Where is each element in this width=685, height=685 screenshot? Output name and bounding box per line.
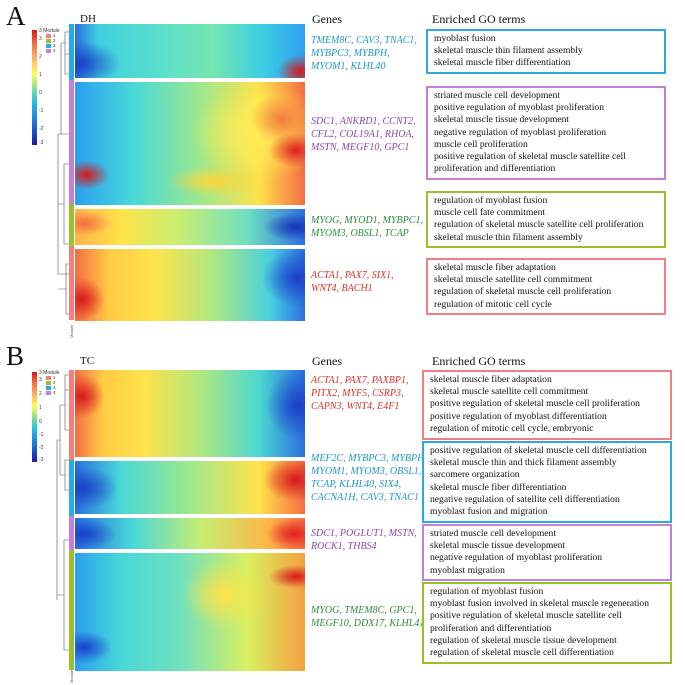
module-label-2: 2 bbox=[53, 38, 56, 43]
panel-a-module-bar-3 bbox=[69, 204, 74, 246]
panel-b-genes-module-2: MEF2C, MYBPC3, MYBPH, MYOM1, MYOM3, OBSL1… bbox=[311, 453, 427, 503]
panel-a-separator-2 bbox=[75, 205, 305, 209]
panel-b-heatmap-module-3 bbox=[75, 518, 305, 550]
module-swatch-1 bbox=[46, 34, 51, 38]
panel-b-go-box-module-3: striated muscle cell development skeletal… bbox=[422, 524, 672, 581]
module-label-1: 1 bbox=[53, 33, 56, 38]
panel-b-separator-1 bbox=[75, 457, 305, 461]
tick-2: 2 bbox=[39, 54, 42, 60]
tick-m3: -3 bbox=[39, 140, 44, 146]
panel-b-module-bar-2 bbox=[69, 460, 74, 516]
panel-a-genes-module-3: MYOG, MYOD1, MYBPC1, MYOM3, OBSL1, TCAP bbox=[311, 215, 423, 239]
tick-m1: -1 bbox=[39, 432, 44, 438]
panel-b-genes-header: Genes bbox=[312, 354, 342, 368]
panel-b-go-box-module-4: regulation of myoblast fusion myoblast fu… bbox=[422, 582, 672, 664]
panel-a-heatmap-module-1 bbox=[75, 24, 305, 80]
module-label-4: 4 bbox=[53, 48, 56, 53]
panel-b-heatmap-module-4 bbox=[75, 553, 305, 671]
panel-b-genes-module-1: ACTA1, PAX7, PAXBP1, PITX2, MYF5, CSRP3, C… bbox=[311, 375, 409, 412]
tick-0: 0 bbox=[39, 90, 42, 96]
tick-m2: -2 bbox=[39, 445, 44, 451]
tick-1: 1 bbox=[39, 72, 42, 78]
panel-a-separator-1 bbox=[75, 78, 305, 82]
tick-m3: -3 bbox=[39, 457, 44, 463]
panel-b-module-bar-4 bbox=[69, 550, 74, 670]
panel-a-heatmap-module-3 bbox=[75, 209, 305, 245]
legend-title: 3 Module bbox=[39, 28, 60, 34]
panel-a-colorbar bbox=[32, 30, 37, 145]
panel-b-side-label: Module bbox=[69, 669, 74, 683]
panel-a-genes-module-4: ACTA1, PAX7, SIX1, WNT4, BACH1 bbox=[311, 270, 394, 294]
module-label-3: 3 bbox=[53, 43, 56, 48]
tick-3: 3 bbox=[39, 36, 42, 42]
module-swatch-2 bbox=[46, 39, 51, 43]
module-swatch-3 bbox=[46, 386, 51, 390]
panel-a-heatmap-module-4 bbox=[75, 249, 305, 321]
panel-a-go-box-module-3: regulation of myoblast fusion muscle cell… bbox=[426, 191, 666, 248]
panel-b-separator-2 bbox=[75, 514, 305, 518]
module-label-3: 3 bbox=[53, 385, 56, 390]
panel-b-go-box-module-2: positive regulation of skeletal muscle c… bbox=[422, 441, 672, 523]
tick-0: 0 bbox=[39, 419, 42, 425]
panel-a-genes-module-1: TMEM8C, CAV3, TNAC1, MYBPC3, MYBPH, MYOM1,… bbox=[311, 35, 417, 72]
panel-b-module-bar-3 bbox=[69, 516, 74, 550]
panel-b-color-legend: 3 Module 3 2 1 0 -1 -2 -3 1 2 3 4 bbox=[30, 370, 70, 465]
panel-a-genes-module-2: SDC1, ANKRD1, CCNT2, CFL2, COL19A1, RHOA,… bbox=[311, 116, 416, 153]
panel-a-go-header: Enriched GO terms bbox=[432, 12, 526, 26]
panel-b-separator-3 bbox=[75, 549, 305, 553]
panel-a-separator-3 bbox=[75, 245, 305, 249]
panel-b-genes-module-3: SDC1, POGLUT1, MSTN, ROCK1, THBS4 bbox=[311, 528, 417, 552]
panel-b-heatmap-module-2 bbox=[75, 461, 305, 515]
panel-a-genes-header: Genes bbox=[312, 12, 342, 26]
tick-3: 3 bbox=[39, 377, 42, 383]
tick-m2: -2 bbox=[39, 126, 44, 132]
panel-a-side-label: Module bbox=[69, 324, 74, 338]
module-label-1: 1 bbox=[53, 375, 56, 380]
legend-title: 3 Module bbox=[39, 370, 60, 376]
module-label-4: 4 bbox=[53, 390, 56, 395]
panel-b-colorbar bbox=[32, 372, 37, 462]
module-swatch-3 bbox=[46, 44, 51, 48]
tick-m1: -1 bbox=[39, 108, 44, 114]
panel-b-module-bar-1 bbox=[69, 370, 74, 460]
tick-1: 1 bbox=[39, 405, 42, 411]
panel-a-module-bar-2 bbox=[69, 80, 74, 204]
module-swatch-4 bbox=[46, 391, 51, 395]
panel-a-go-box-module-1: myoblast fusion skeletal muscle thin fila… bbox=[426, 29, 666, 74]
module-label-2: 2 bbox=[53, 380, 56, 385]
panel-a-heatmap-module-2 bbox=[75, 82, 305, 206]
panel-b-letter: B bbox=[6, 341, 25, 371]
tick-2: 2 bbox=[39, 391, 42, 397]
panel-b-genes-module-4: MYOG, TMEM8C, GPC1, MEGF10, DDX17, KLHL41 bbox=[311, 605, 425, 629]
panel-a-color-legend: 3 Module 3 2 1 0 -1 -2 -3 1 2 3 4 bbox=[30, 28, 70, 148]
panel-a-dendrogram bbox=[57, 31, 69, 315]
panel-b-heatmap-module-1 bbox=[75, 370, 305, 458]
module-swatch-4 bbox=[46, 49, 51, 53]
panel-a-title: DH bbox=[80, 13, 96, 25]
panel-a-letter: A bbox=[6, 1, 26, 31]
panel-a-module-bar-1 bbox=[69, 24, 74, 80]
panel-b-dendrogram bbox=[56, 374, 69, 651]
module-swatch-1 bbox=[46, 376, 51, 380]
panel-b-title: TC bbox=[80, 355, 95, 367]
panel-a-module-bar-4 bbox=[69, 246, 74, 320]
module-swatch-2 bbox=[46, 381, 51, 385]
panel-a-go-box-module-4: skeletal muscle fiber adaptation skeletal… bbox=[426, 258, 666, 315]
panel-b-go-header: Enriched GO terms bbox=[432, 354, 526, 368]
panel-a-go-box-module-2: striated muscle cell development positive… bbox=[426, 86, 666, 180]
panel-b-go-box-module-1: skeletal muscle fiber adaptation skeletal… bbox=[422, 370, 672, 440]
